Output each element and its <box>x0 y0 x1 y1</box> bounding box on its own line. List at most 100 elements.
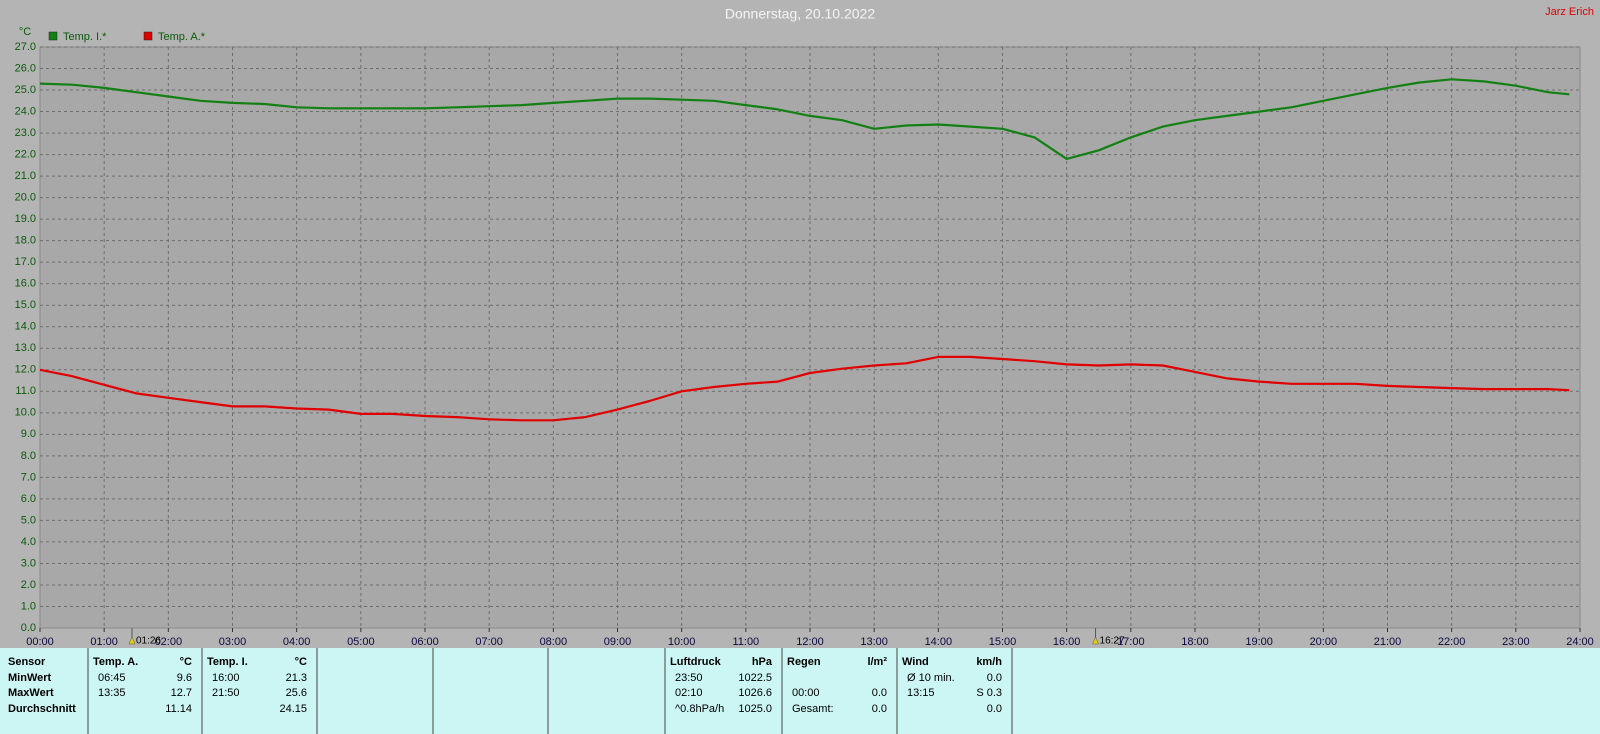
block-title: Regen <box>787 656 821 668</box>
y-tick-label: 27.0 <box>15 41 36 53</box>
y-tick-label: 3.0 <box>21 557 36 569</box>
legend-swatch <box>143 31 153 41</box>
y-tick-label: 8.0 <box>21 450 36 462</box>
block-unit: l/m² <box>867 656 887 668</box>
cell: 24.15 <box>279 703 307 715</box>
y-tick-label: 15.0 <box>15 299 36 311</box>
cell: 1025.0 <box>738 703 772 715</box>
y-tick-label: 14.0 <box>15 321 36 333</box>
x-tick-label: 15:00 <box>989 636 1017 648</box>
y-tick-label: 19.0 <box>15 213 36 225</box>
y-tick-label: 21.0 <box>15 170 36 182</box>
y-tick-label: 16.0 <box>15 278 36 290</box>
x-tick-label: 22:00 <box>1438 636 1466 648</box>
x-tick-label: 07:00 <box>475 636 503 648</box>
x-tick-label: 16:00 <box>1053 636 1081 648</box>
cell: Ø 10 min. <box>907 672 955 684</box>
cell: 11.14 <box>165 703 192 715</box>
row-label: MaxWert <box>8 687 54 699</box>
y-tick-label: 13.0 <box>15 342 36 354</box>
cell: 1026.6 <box>738 687 772 699</box>
cell: 02:10 <box>675 687 703 699</box>
cell: 1022.5 <box>738 672 772 684</box>
author: Jarz Erich <box>1545 6 1594 18</box>
y-tick-label: 5.0 <box>21 514 36 526</box>
cell: 13:35 <box>98 687 126 699</box>
cell: 21:50 <box>212 687 240 699</box>
x-tick-label: 09:00 <box>604 636 632 648</box>
x-tick-label: 19:00 <box>1245 636 1273 648</box>
y-tick-label: 26.0 <box>15 62 36 74</box>
block-title: Temp. I. <box>207 656 248 668</box>
cell: 13:15 <box>907 687 935 699</box>
y-tick-label: 11.0 <box>15 385 36 397</box>
x-tick-label: 03:00 <box>219 636 247 648</box>
x-tick-label: 00:00 <box>26 636 54 648</box>
sun-icon <box>128 636 136 645</box>
cell: 16:00 <box>212 672 240 684</box>
y-tick-label: 2.0 <box>21 579 36 591</box>
x-tick-label: 12:00 <box>796 636 824 648</box>
x-tick-label: 08:00 <box>540 636 568 648</box>
series-line <box>39 78 1570 160</box>
block-unit: hPa <box>752 656 773 668</box>
cell: 21.3 <box>286 672 307 684</box>
legend-label: Temp. I.* <box>63 31 107 43</box>
x-tick-label: 23:00 <box>1502 636 1530 648</box>
row-label: MinWert <box>8 672 52 684</box>
x-tick-label: 01:00 <box>90 636 118 648</box>
y-tick-label: 1.0 <box>21 600 36 612</box>
y-tick-label: 9.0 <box>21 428 36 440</box>
series-line <box>39 355 1570 422</box>
block-title: Wind <box>902 656 929 668</box>
x-tick-label: 21:00 <box>1374 636 1402 648</box>
y-tick-label: 25.0 <box>15 84 36 96</box>
y-tick-label: 24.0 <box>15 105 36 117</box>
y-tick-label: 22.0 <box>15 148 36 160</box>
cell: 0.0 <box>872 703 887 715</box>
cell: 9.6 <box>177 672 192 684</box>
y-tick-label: 23.0 <box>15 127 36 139</box>
block-unit: °C <box>180 656 192 668</box>
x-tick-label: 20:00 <box>1310 636 1338 648</box>
x-tick-label: 14:00 <box>925 636 953 648</box>
x-tick-label: 17:00 <box>1117 636 1145 648</box>
y-tick-label: 20.0 <box>15 192 36 204</box>
x-tick-label: 24:00 <box>1566 636 1594 648</box>
y-tick-label: 7.0 <box>21 471 36 483</box>
x-tick-label: 06:00 <box>411 636 439 648</box>
x-tick-label: 18:00 <box>1181 636 1209 648</box>
x-tick-label: 02:00 <box>155 636 183 648</box>
y-tick-label: 12.0 <box>15 364 36 376</box>
cell: Gesamt: <box>792 703 834 715</box>
block-title: Temp. A. <box>93 656 138 668</box>
cell: 25.6 <box>286 687 307 699</box>
cell: 12.7 <box>171 687 192 699</box>
cell: 00:00 <box>792 687 820 699</box>
block-unit: °C <box>295 656 307 668</box>
chart-title: Donnerstag, 20.10.2022 <box>725 6 875 22</box>
y-tick-label: 4.0 <box>21 536 36 548</box>
cell: ^0.8hPa/h <box>675 703 724 715</box>
x-tick-label: 04:00 <box>283 636 311 648</box>
x-tick-label: 11:00 <box>732 636 759 648</box>
sun-icon <box>1092 636 1099 645</box>
cell: 23:50 <box>675 672 703 684</box>
x-tick-label: 13:00 <box>860 636 888 648</box>
y-axis-unit: °C <box>19 26 31 38</box>
block-title: Luftdruck <box>670 656 722 668</box>
row-label: Sensor <box>8 656 46 668</box>
annotation: 01:26 <box>136 636 161 647</box>
legend-swatch <box>48 31 58 41</box>
cell: S 0.3 <box>976 687 1002 699</box>
y-tick-label: 18.0 <box>15 235 36 247</box>
cell: 0.0 <box>987 672 1002 684</box>
y-tick-label: 17.0 <box>15 256 36 268</box>
block-unit: km/h <box>976 656 1002 668</box>
y-tick-label: 10.0 <box>15 407 36 419</box>
cell: 06:45 <box>98 672 126 684</box>
y-tick-label: 0.0 <box>21 622 36 634</box>
row-label: Durchschnitt <box>8 703 76 715</box>
x-tick-label: 10:00 <box>668 636 696 648</box>
